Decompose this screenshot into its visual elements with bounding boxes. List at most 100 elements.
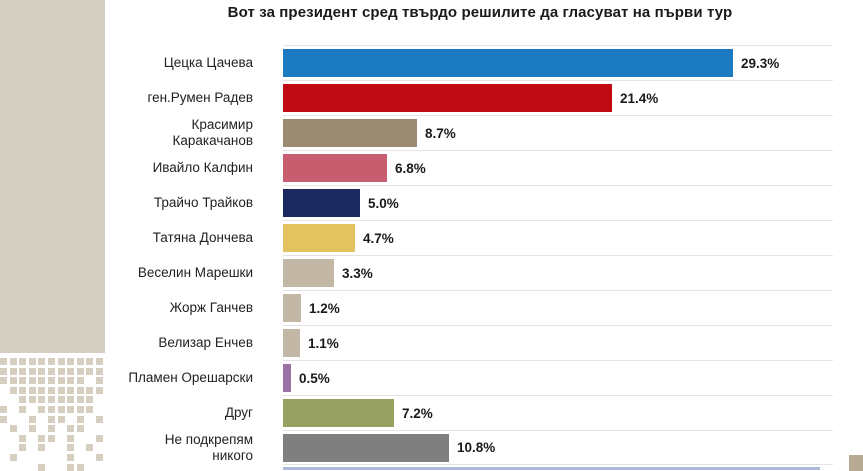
bar-track: 8.7% <box>283 115 833 150</box>
decorative-dot <box>38 444 45 451</box>
chart-row: Жорж Ганчев 1.2% <box>127 290 833 325</box>
bar <box>283 433 449 462</box>
bar <box>283 399 394 427</box>
bar-value-label: 21.4% <box>620 90 659 106</box>
bar-value-label: 8.7% <box>425 125 456 141</box>
bar <box>283 189 360 217</box>
decorative-dot <box>77 416 84 423</box>
decorative-dot <box>38 435 45 442</box>
decorative-dot <box>19 368 26 375</box>
bar-track: 0.5% <box>283 360 833 395</box>
decorative-dot <box>67 406 74 413</box>
bar-track: 10.8% <box>283 430 833 465</box>
decorative-dot <box>38 377 45 384</box>
chart-row: Цецка Цачева 29.3% <box>127 45 833 80</box>
decorative-dot <box>19 358 26 365</box>
decorative-dot <box>29 416 36 423</box>
decorative-dot <box>96 377 103 384</box>
category-label: Веселин Марешки <box>137 264 253 280</box>
bar <box>283 119 417 147</box>
decorative-dot <box>48 435 55 442</box>
decorative-dot <box>10 387 17 394</box>
decorative-dot <box>67 444 74 451</box>
category-label: Жорж Ганчев <box>169 299 253 315</box>
label-bar-gap <box>267 45 283 80</box>
chart-row: Красимир Каракачанов 8.7% <box>127 115 833 150</box>
decorative-dot <box>96 387 103 394</box>
decorative-dot <box>77 396 84 403</box>
bottom-accent-line <box>283 467 820 470</box>
decorative-dot <box>77 406 84 413</box>
bar-track: 4.7% <box>283 220 833 255</box>
chart-row: Пламен Орешарски 0.5% <box>127 360 833 395</box>
decorative-dot <box>48 425 55 432</box>
decorative-dot <box>86 358 93 365</box>
label-bar-gap <box>267 80 283 115</box>
decorative-dot <box>19 406 26 413</box>
decorative-dot <box>86 444 93 451</box>
decorative-dot <box>67 454 74 461</box>
decorative-dot <box>19 444 26 451</box>
decorative-dot <box>48 396 55 403</box>
label-bar-gap <box>267 185 283 220</box>
bar-value-label: 3.3% <box>342 265 373 281</box>
category-label: Трайчо Трайков <box>153 194 253 210</box>
bar-value-label: 1.1% <box>308 335 339 351</box>
decorative-dot <box>0 406 7 413</box>
bar-chart: Вот за президент сред твърдо решилите да… <box>127 0 833 471</box>
label-bar-gap <box>267 150 283 185</box>
decorative-dot <box>96 416 103 423</box>
decorative-dot <box>86 406 93 413</box>
decorative-dot <box>19 377 26 384</box>
decorative-dot <box>67 435 74 442</box>
decorative-dot <box>77 377 84 384</box>
decorative-dot <box>58 358 65 365</box>
decorative-dot <box>38 358 45 365</box>
decorative-dot <box>67 358 74 365</box>
decorative-dot <box>29 358 36 365</box>
decorative-dot <box>77 464 84 471</box>
bar <box>283 329 300 357</box>
decorative-dot <box>48 416 55 423</box>
category-label: Ивайло Калфин <box>152 159 253 175</box>
decorative-dot <box>29 387 36 394</box>
decorative-dot <box>67 387 74 394</box>
decorative-dot <box>58 377 65 384</box>
decorative-dot <box>48 358 55 365</box>
label-bar-gap <box>267 360 283 395</box>
category-label: Татяна Дончева <box>152 229 253 245</box>
bar <box>283 84 612 112</box>
decorative-dot <box>96 358 103 365</box>
decorative-dot <box>10 368 17 375</box>
decorative-dot <box>77 425 84 432</box>
decorative-dot <box>67 396 74 403</box>
bar-value-label: 10.8% <box>457 440 496 455</box>
decorative-dot <box>58 387 65 394</box>
decorative-dot <box>67 464 74 471</box>
decorative-dot <box>86 387 93 394</box>
decorative-dot <box>77 368 84 375</box>
decorative-dot <box>10 358 17 365</box>
label-bar-gap <box>267 290 283 325</box>
bar-track: 7.2% <box>283 395 833 430</box>
decorative-dot <box>48 406 55 413</box>
chart-row: Не подкрепям никого 10.8% <box>127 430 833 465</box>
label-bar-gap <box>267 430 283 465</box>
decorative-dot <box>77 358 84 365</box>
decorative-dot <box>77 387 84 394</box>
decorative-dot <box>86 368 93 375</box>
bar-track: 6.8% <box>283 150 833 185</box>
decorative-dot <box>29 377 36 384</box>
bar-track: 29.3% <box>283 45 833 80</box>
chart-row: Велизар Енчев 1.1% <box>127 325 833 360</box>
category-label: Не подкрепям никого <box>164 431 253 463</box>
decorative-dot <box>48 387 55 394</box>
bar-track: 21.4% <box>283 80 833 115</box>
bar-track: 1.2% <box>283 290 833 325</box>
decorative-dot <box>38 368 45 375</box>
bar-value-label: 29.3% <box>741 55 780 71</box>
bar-value-label: 0.5% <box>299 370 330 386</box>
bar <box>283 294 301 322</box>
chart-title: Вот за президент сред твърдо решилите да… <box>227 4 733 21</box>
decorative-dot <box>96 435 103 442</box>
